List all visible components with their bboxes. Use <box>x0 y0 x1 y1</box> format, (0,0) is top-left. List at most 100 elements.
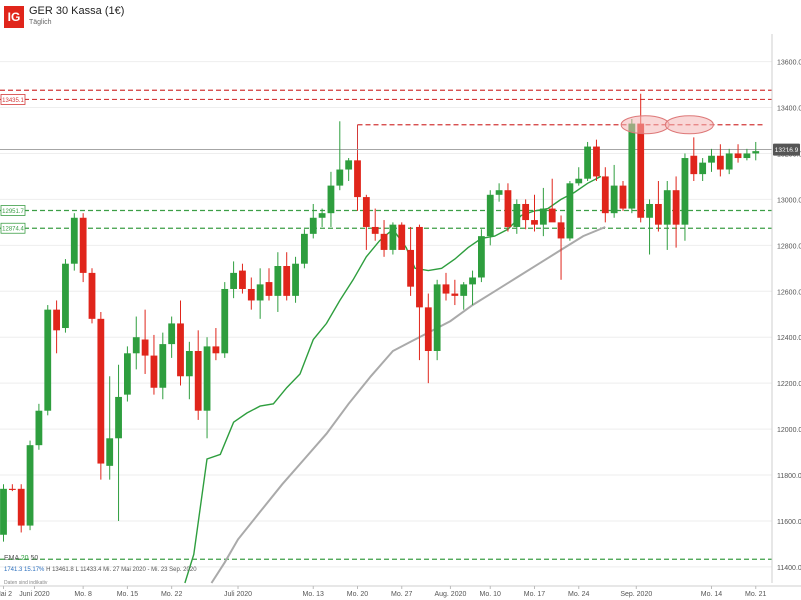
candle <box>371 208 379 241</box>
current-price-label: 13216.9 <box>775 147 799 154</box>
candle-body <box>256 284 264 301</box>
candle <box>601 167 609 223</box>
highlight-zone <box>620 115 670 135</box>
candle <box>584 141 591 182</box>
highlight-zones <box>620 115 714 135</box>
current-price-box <box>773 143 800 156</box>
candle <box>398 222 406 250</box>
candle-body <box>531 220 538 225</box>
candle-body <box>725 153 733 170</box>
candle-body <box>619 185 627 209</box>
candle <box>566 181 574 241</box>
y-tick-label: 12400.0 <box>777 335 801 342</box>
candle-body <box>681 158 689 225</box>
level-label: 12874.4 <box>2 227 24 233</box>
candle <box>548 178 556 223</box>
ema-50-line <box>210 226 606 584</box>
candle-body <box>53 309 60 331</box>
candle <box>115 364 122 521</box>
candle <box>53 300 60 354</box>
ema-slow-period: 50 <box>30 555 39 562</box>
candle-body <box>460 284 468 296</box>
candle-body <box>0 488 7 535</box>
candle-body <box>752 151 760 154</box>
chart-title: GER 30 Kassa (1€) <box>29 5 125 17</box>
candle <box>265 268 273 301</box>
candle <box>97 311 105 480</box>
candle-body <box>141 339 149 356</box>
candle <box>734 144 742 163</box>
ig-logo: IG <box>4 6 24 28</box>
candle <box>416 224 423 361</box>
candle <box>539 187 547 237</box>
candle <box>44 305 52 416</box>
candle <box>362 194 370 250</box>
stat-high: H 13461.8 <box>46 567 74 573</box>
candle-body <box>336 169 344 186</box>
candle <box>301 229 308 269</box>
candle-body <box>433 284 441 351</box>
candle <box>239 263 246 294</box>
candle <box>159 332 167 400</box>
candle <box>8 484 16 492</box>
candle-body <box>168 323 176 345</box>
x-tick-label: Mo. 24 <box>568 591 590 598</box>
candle <box>690 137 698 182</box>
candle <box>70 213 78 271</box>
candle-body <box>247 288 255 301</box>
candle-body <box>177 323 184 377</box>
candle-body <box>115 396 122 439</box>
candle <box>460 282 468 310</box>
candle-body <box>646 203 653 218</box>
chart-timeframe: Täglich <box>29 19 52 26</box>
y-tick-label: 13600.0 <box>777 60 801 67</box>
candle <box>17 484 25 533</box>
level-label: 12951.7 <box>2 209 24 215</box>
level-label-box <box>0 205 26 216</box>
y-tick-label: 12000.0 <box>777 427 801 434</box>
y-tick-label: 13400.0 <box>777 106 801 113</box>
candle <box>354 153 361 211</box>
candle <box>646 199 653 255</box>
candle-body <box>478 236 485 278</box>
candle-body <box>708 155 715 163</box>
candle-body <box>486 194 494 237</box>
candle <box>389 222 397 255</box>
candle <box>124 346 131 402</box>
candle <box>708 148 715 172</box>
candle-body <box>424 307 432 351</box>
horizontal-levels: 13435.1 12951.7 12874.4 13216.9 <box>0 89 800 560</box>
candle <box>531 194 538 232</box>
candle-body <box>469 277 476 285</box>
candle-body <box>655 203 662 225</box>
candle-body <box>345 160 353 170</box>
candle <box>177 300 184 386</box>
candle-body <box>221 288 229 354</box>
candle <box>478 229 485 283</box>
candles <box>0 93 760 542</box>
candle <box>150 334 158 395</box>
candle <box>451 279 459 306</box>
candle-body <box>716 155 724 170</box>
candle-body <box>743 153 751 159</box>
candle-body <box>97 318 105 464</box>
candle <box>309 203 317 239</box>
candle <box>672 176 680 248</box>
x-tick-label: Mo. 22 <box>161 591 183 598</box>
stat-low: L 11433.4 <box>75 567 102 573</box>
candle-body <box>389 224 397 250</box>
candle-body <box>212 346 220 354</box>
y-tick-label: 12800.0 <box>777 243 801 250</box>
candle <box>469 270 476 306</box>
candle <box>345 158 353 182</box>
level-label-box <box>0 94 26 105</box>
candle <box>380 220 388 257</box>
candle <box>619 181 627 211</box>
ema-label: EMA <box>4 555 19 562</box>
candle-body <box>26 445 34 526</box>
x-tick-label: Aug. 2020 <box>434 591 466 598</box>
candle-body <box>734 153 742 159</box>
y-tick-label: 13000.0 <box>777 197 801 204</box>
candle <box>141 309 149 374</box>
